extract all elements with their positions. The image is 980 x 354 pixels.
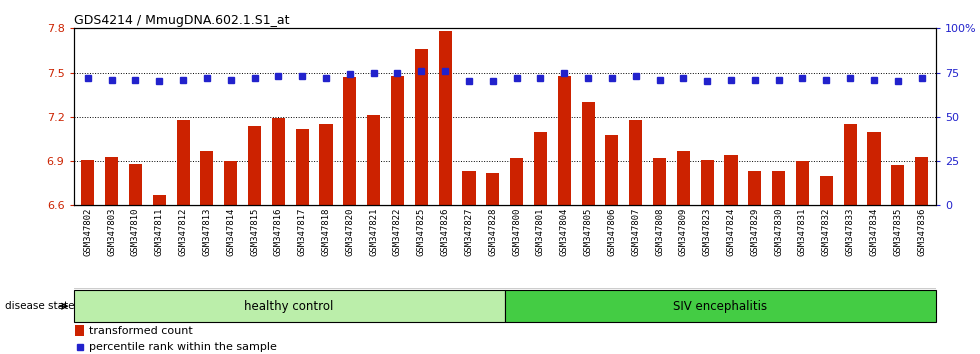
Text: GSM347802: GSM347802 — [83, 208, 92, 256]
Text: GSM347826: GSM347826 — [441, 208, 450, 256]
Bar — [200, 151, 214, 205]
Text: GSM347820: GSM347820 — [345, 208, 355, 256]
Text: disease state: disease state — [5, 301, 74, 311]
Bar — [772, 171, 785, 205]
Text: GSM347812: GSM347812 — [178, 208, 187, 256]
Text: healthy control: healthy control — [244, 300, 334, 313]
Bar — [81, 160, 94, 205]
Text: GSM347828: GSM347828 — [488, 208, 497, 256]
Text: GSM347803: GSM347803 — [107, 208, 116, 256]
Bar — [271, 118, 285, 205]
Bar — [819, 176, 833, 205]
Text: GSM347815: GSM347815 — [250, 208, 259, 256]
Bar — [368, 115, 380, 205]
Text: GSM347800: GSM347800 — [513, 208, 521, 256]
Bar — [606, 135, 618, 205]
Text: GSM347836: GSM347836 — [917, 208, 926, 256]
Bar — [796, 161, 809, 205]
Bar — [867, 132, 880, 205]
Text: GSM347810: GSM347810 — [131, 208, 140, 256]
Text: GSM347808: GSM347808 — [655, 208, 664, 256]
Text: SIV encephalitis: SIV encephalitis — [673, 300, 767, 313]
Text: GSM347817: GSM347817 — [298, 208, 307, 256]
Text: GSM347830: GSM347830 — [774, 208, 783, 256]
Text: GSM347821: GSM347821 — [369, 208, 378, 256]
Bar — [75, 325, 84, 336]
Text: GSM347822: GSM347822 — [393, 208, 402, 256]
Text: transformed count: transformed count — [89, 326, 193, 336]
Bar — [629, 120, 642, 205]
Bar — [701, 160, 713, 205]
Text: GSM347811: GSM347811 — [155, 208, 164, 256]
Text: GSM347825: GSM347825 — [416, 208, 426, 256]
Text: percentile rank within the sample: percentile rank within the sample — [89, 342, 277, 352]
Text: GSM347834: GSM347834 — [869, 208, 878, 256]
Text: GSM347804: GSM347804 — [560, 208, 568, 256]
Text: GSM347814: GSM347814 — [226, 208, 235, 256]
Bar — [653, 158, 666, 205]
Bar — [224, 161, 237, 205]
Bar — [677, 151, 690, 205]
FancyBboxPatch shape — [74, 290, 505, 322]
Bar — [129, 164, 142, 205]
Bar — [749, 171, 761, 205]
Bar — [319, 124, 332, 205]
Bar — [343, 77, 357, 205]
Bar — [176, 120, 190, 205]
Bar — [153, 195, 166, 205]
Text: GSM347805: GSM347805 — [583, 208, 593, 256]
Text: GSM347818: GSM347818 — [321, 208, 330, 256]
Text: GSM347823: GSM347823 — [703, 208, 711, 256]
Bar — [891, 165, 905, 205]
Text: GSM347807: GSM347807 — [631, 208, 640, 256]
Text: GSM347809: GSM347809 — [679, 208, 688, 256]
Text: GSM347829: GSM347829 — [751, 208, 760, 256]
FancyBboxPatch shape — [505, 290, 936, 322]
Bar — [844, 124, 857, 205]
Text: GSM347806: GSM347806 — [608, 208, 616, 256]
Bar — [463, 171, 475, 205]
Text: GSM347801: GSM347801 — [536, 208, 545, 256]
Text: GSM347816: GSM347816 — [273, 208, 283, 256]
Bar — [296, 129, 309, 205]
Bar — [415, 49, 428, 205]
Text: GDS4214 / MmugDNA.602.1.S1_at: GDS4214 / MmugDNA.602.1.S1_at — [74, 14, 289, 27]
Bar — [915, 156, 928, 205]
Text: GSM347813: GSM347813 — [203, 208, 212, 256]
Bar — [486, 173, 500, 205]
Bar — [105, 156, 119, 205]
Text: GSM347831: GSM347831 — [798, 208, 807, 256]
Bar — [391, 75, 404, 205]
Bar — [534, 132, 547, 205]
Text: GSM347833: GSM347833 — [846, 208, 855, 256]
Bar — [510, 158, 523, 205]
Bar — [558, 75, 570, 205]
Text: GSM347824: GSM347824 — [726, 208, 736, 256]
Bar — [248, 126, 261, 205]
Bar — [724, 155, 738, 205]
Text: GSM347827: GSM347827 — [465, 208, 473, 256]
Bar — [439, 31, 452, 205]
Text: GSM347832: GSM347832 — [822, 208, 831, 256]
Text: GSM347835: GSM347835 — [894, 208, 903, 256]
Bar — [581, 102, 595, 205]
